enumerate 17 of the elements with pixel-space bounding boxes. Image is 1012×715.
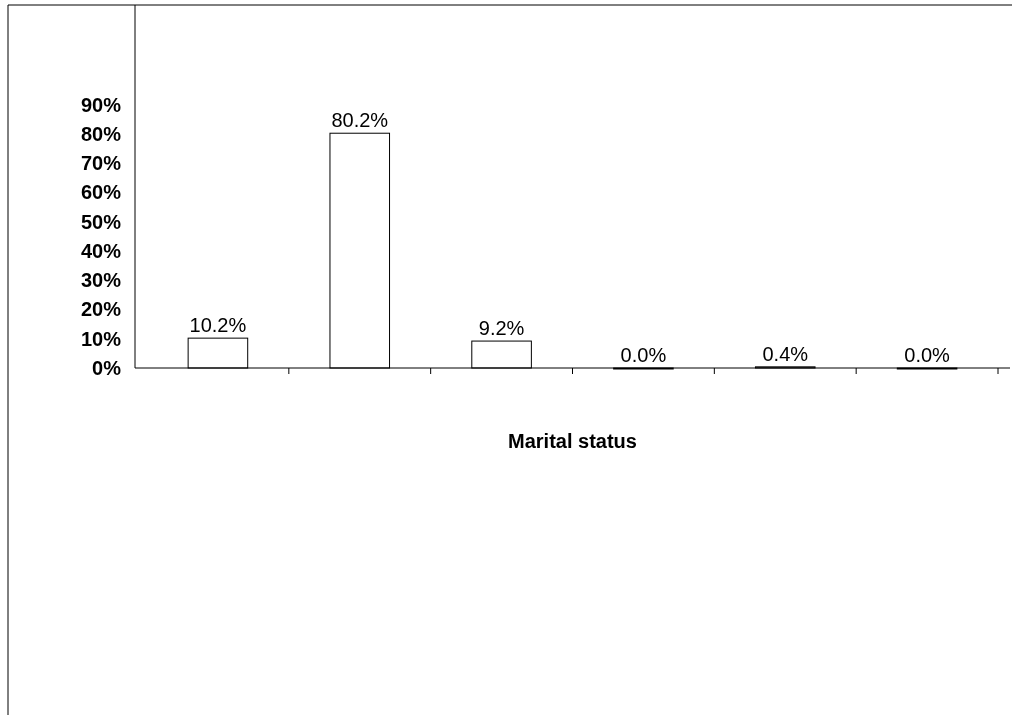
y-tick-label: 50% [80, 210, 122, 233]
y-tick-label: 60% [80, 181, 122, 204]
data-label: 0.4% [762, 342, 809, 365]
data-label: 9.2% [478, 317, 525, 340]
data-label: 10.2% [189, 314, 247, 337]
data-label: 0.0% [904, 344, 951, 366]
y-tick-label: 10% [80, 327, 122, 350]
data-label: 0.0% [620, 344, 667, 366]
x-axis-title: Marital status [508, 430, 637, 452]
y-tick-label: 0% [92, 357, 122, 379]
data-label: 80.2% [331, 109, 389, 132]
y-tick-label: 90% [80, 93, 122, 116]
y-tick-label: 40% [80, 239, 122, 262]
y-tick-label: 30% [80, 269, 122, 292]
y-tick-label: 80% [80, 122, 122, 145]
y-tick-label: 70% [80, 152, 122, 175]
y-tick-label: 20% [80, 298, 122, 321]
